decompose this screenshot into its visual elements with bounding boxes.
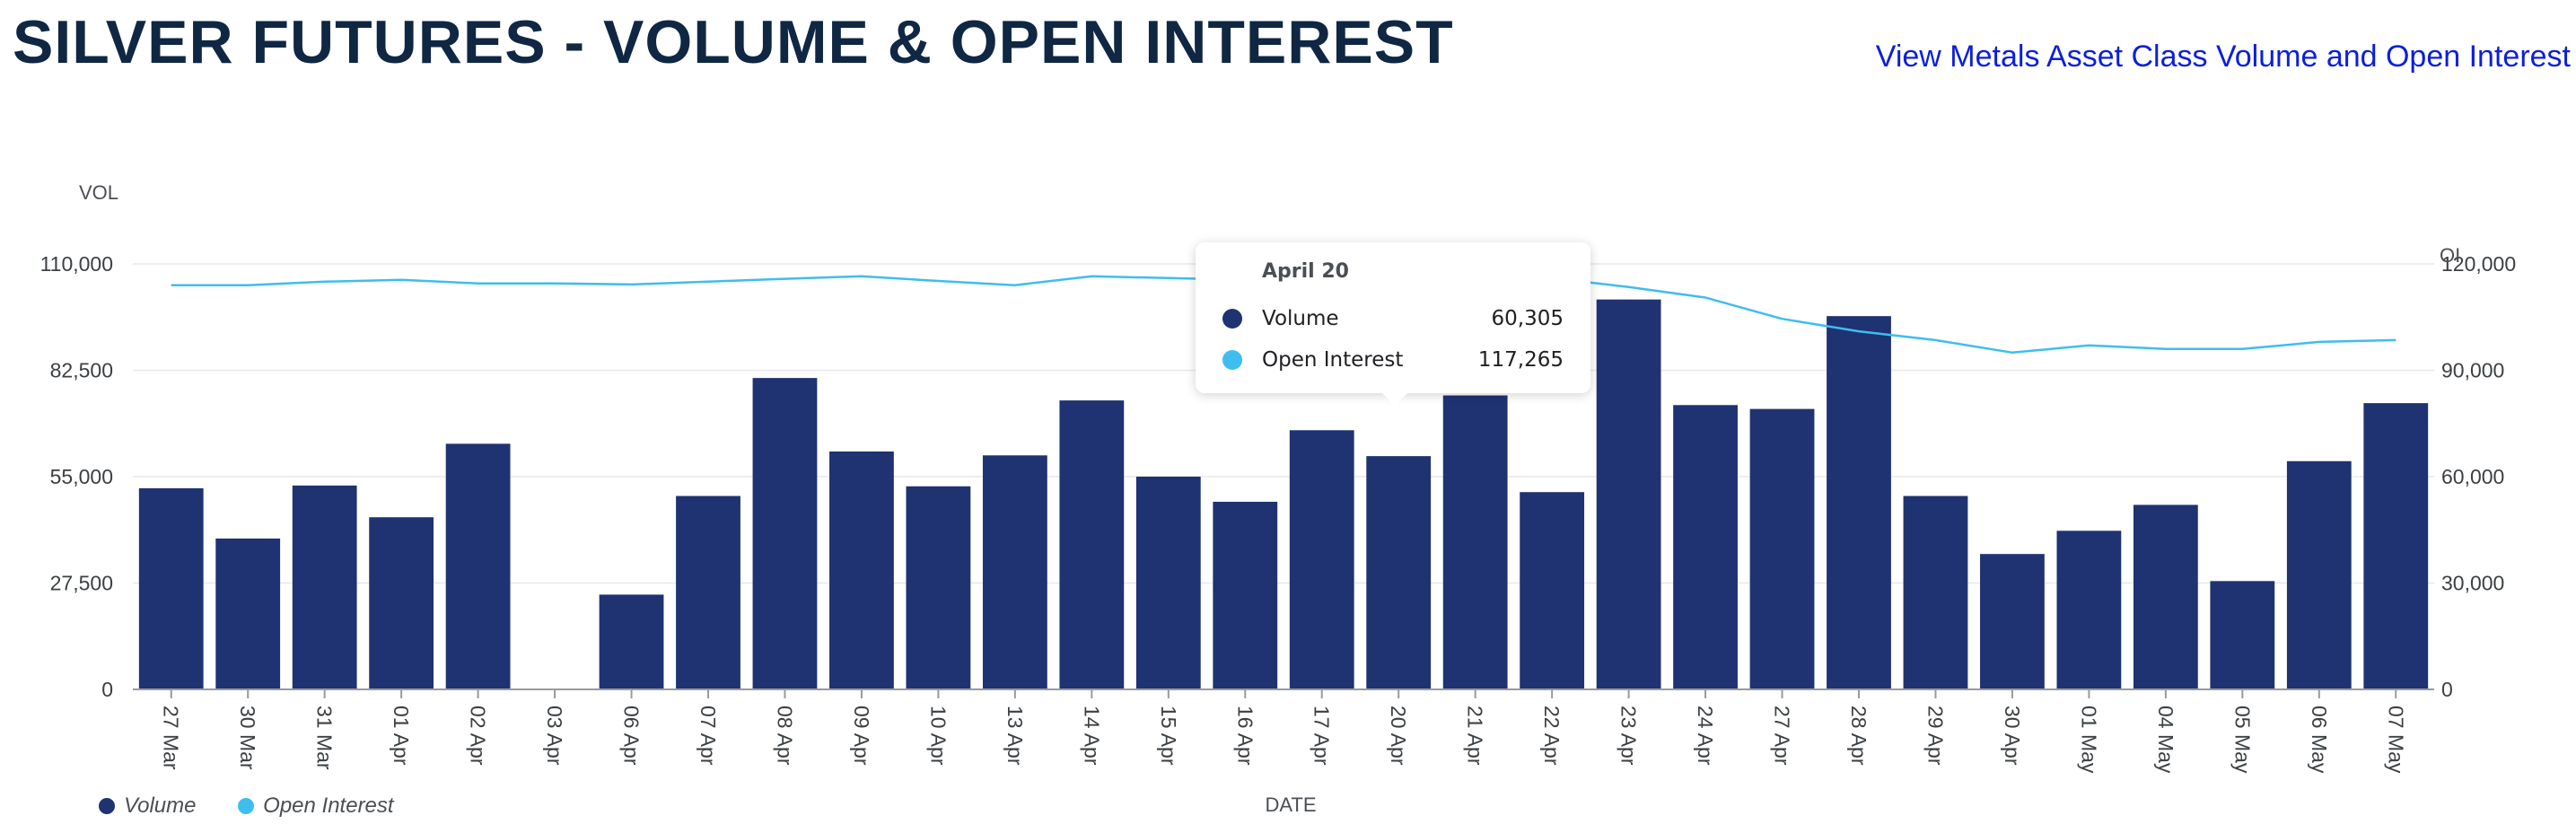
- tooltip-row-value: 60,305: [1491, 307, 1564, 330]
- x-tick-label: 07 May: [2384, 706, 2407, 774]
- y-axis-left-title: VOL: [79, 181, 118, 204]
- page-title: SILVER FUTURES - VOLUME & OPEN INTEREST: [13, 8, 1454, 76]
- x-tick-label: 27 Apr: [1771, 706, 1794, 766]
- x-tick-label: 14 Apr: [1080, 706, 1103, 766]
- volume-bar: [1903, 495, 1968, 689]
- y-tick-label-right: 120,000: [2441, 252, 2516, 276]
- x-tick-label: 06 Apr: [620, 706, 644, 766]
- x-tick-label: 16 Apr: [1233, 706, 1257, 766]
- open-interest-dot-icon: [238, 798, 255, 814]
- volume-bar: [752, 378, 818, 689]
- x-tick-label: 29 Apr: [1924, 706, 1948, 766]
- volume-bar: [2133, 504, 2198, 689]
- x-tick-label: 01 May: [2077, 706, 2100, 774]
- tooltip-row-label: Open Interest: [1262, 348, 1404, 372]
- y-tick-label-right: 30,000: [2441, 572, 2504, 595]
- tooltip-row-open-interest: Open Interest 117,265: [1222, 346, 1564, 375]
- tooltip-row-volume: Volume 60,305: [1222, 305, 1564, 334]
- open-interest-dot-icon: [1222, 350, 1242, 370]
- x-tick-label: 30 Apr: [2001, 706, 2024, 766]
- x-tick-label: 27 Mar: [160, 706, 183, 770]
- x-tick-label: 02 Apr: [467, 706, 490, 766]
- metals-volume-link[interactable]: View Metals Asset Class Volume and Open …: [1875, 39, 2571, 74]
- data-tooltip: April 20 Volume 60,305 Open Interest 117…: [1196, 242, 1590, 406]
- x-tick-label: 13 Apr: [1003, 706, 1027, 766]
- tooltip-row-value: 117,265: [1477, 348, 1564, 372]
- x-tick-label: 01 Apr: [390, 706, 413, 766]
- volume-bar: [1442, 395, 1508, 689]
- volume-bar: [1980, 554, 2045, 689]
- x-tick-label: 07 Apr: [697, 706, 720, 766]
- y-tick-label-right: 90,000: [2441, 359, 2504, 382]
- tooltip-row-label: Volume: [1262, 307, 1339, 330]
- x-tick-label: 06 May: [2308, 706, 2331, 774]
- volume-bar: [2286, 460, 2352, 689]
- y-axis-right-title: OI: [2440, 244, 2460, 267]
- legend-label: Open Interest: [263, 794, 394, 818]
- y-tick-label-right: 0: [2441, 678, 2453, 701]
- volume-bar: [906, 486, 971, 689]
- volume-bar: [1059, 400, 1125, 689]
- volume-bar: [445, 443, 511, 689]
- x-tick-label: 20 Apr: [1387, 706, 1410, 766]
- volume-dot-icon: [1222, 309, 1242, 329]
- volume-bar: [1135, 477, 1201, 689]
- x-tick-label: 22 Apr: [1540, 706, 1564, 766]
- x-tick-label: 23 Apr: [1617, 706, 1641, 766]
- axes: 0 27,500 55,000 82,500 110,000 0 30,000 60,000 9…: [40, 252, 2517, 774]
- x-tick-label: 31 Mar: [313, 706, 337, 770]
- volume-bar: [1213, 502, 1278, 689]
- volume-bar: [2056, 530, 2122, 689]
- x-tick-label: 15 Apr: [1157, 706, 1180, 766]
- volume-bar: [982, 455, 1047, 689]
- volume-bar: [215, 538, 281, 689]
- x-tick-label: 21 Apr: [1464, 706, 1487, 766]
- volume-bar: [1289, 430, 1354, 689]
- y-tick-label-right: 60,000: [2441, 465, 2504, 488]
- y-tick-label-left: 55,000: [50, 465, 113, 488]
- x-tick-label: 04 May: [2154, 706, 2177, 774]
- volume-dot-icon: [99, 798, 115, 814]
- x-tick-label: 17 Apr: [1310, 706, 1334, 766]
- volume-bar: [369, 517, 434, 689]
- y-tick-label-left: 110,000: [40, 252, 113, 276]
- x-tick-label: 05 May: [2230, 706, 2254, 774]
- tooltip-title: April 20: [1262, 260, 1349, 283]
- chart-legend: Volume Open Interest: [99, 794, 430, 819]
- volume-bar: [138, 487, 204, 689]
- volume-bar: [2363, 403, 2429, 689]
- volume-bar: [829, 451, 894, 689]
- volume-bar: [599, 594, 664, 689]
- x-tick-label: 28 Apr: [1847, 706, 1871, 766]
- legend-item-volume[interactable]: Volume: [99, 794, 196, 819]
- x-tick-label: 03 Apr: [543, 706, 566, 766]
- volume-bar: [1520, 492, 1585, 689]
- volume-bar: [1366, 456, 1432, 689]
- x-tick-label: 30 Mar: [236, 706, 259, 770]
- x-tick-label: 09 Apr: [850, 706, 873, 766]
- x-tick-label: 24 Apr: [1694, 706, 1717, 766]
- x-axis-title: DATE: [1265, 794, 1316, 816]
- volume-bar: [1673, 405, 1738, 689]
- legend-item-open-interest[interactable]: Open Interest: [238, 794, 394, 819]
- y-tick-label-left: 0: [101, 678, 113, 701]
- volume-bar: [292, 485, 357, 689]
- volume-bars: [138, 299, 2429, 689]
- y-tick-label-left: 27,500: [50, 572, 113, 595]
- legend-label: Volume: [124, 794, 197, 818]
- volume-bar: [1596, 299, 1661, 689]
- volume-bar: [676, 495, 740, 689]
- volume-bar: [1749, 408, 1815, 689]
- y-tick-label-left: 82,500: [50, 359, 113, 382]
- x-tick-label: 08 Apr: [774, 706, 797, 766]
- volume-bar: [2210, 581, 2275, 689]
- x-tick-label: 10 Apr: [926, 706, 950, 766]
- volume-bar: [1827, 316, 1891, 689]
